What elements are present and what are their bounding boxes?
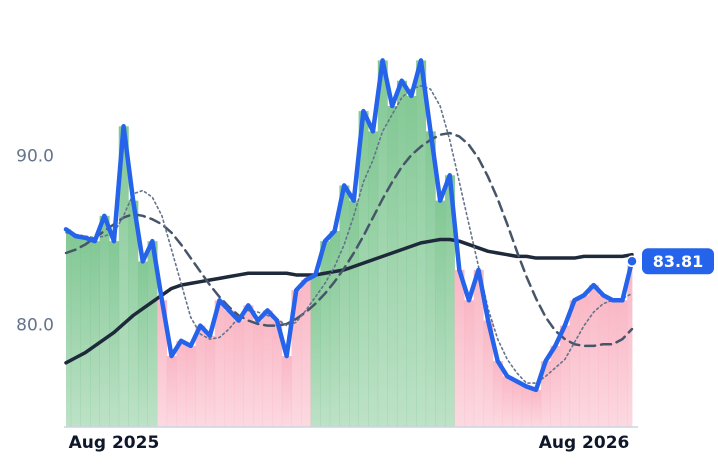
price-bar — [540, 361, 551, 427]
price-bar — [291, 290, 302, 427]
price-bar — [99, 215, 110, 427]
price-bar — [512, 381, 523, 427]
price-bar — [320, 241, 331, 427]
price-bar — [262, 310, 273, 427]
price-bar — [502, 376, 513, 427]
series-line — [64, 131, 634, 348]
price-bar — [253, 320, 264, 427]
price-bar — [272, 320, 283, 427]
price-bar — [185, 345, 196, 427]
price-bar — [243, 305, 254, 427]
x-tick-label: Aug 2025 — [69, 433, 160, 453]
last-value-label: 83.81 — [653, 252, 704, 271]
price-bar — [608, 300, 619, 427]
price-bar — [425, 131, 436, 428]
price-bar — [617, 300, 628, 427]
price-bar — [444, 175, 455, 427]
price-bar — [454, 269, 465, 427]
price-bar — [406, 95, 417, 428]
price-bar — [473, 269, 484, 427]
price-bar — [233, 320, 244, 427]
price-bar — [550, 345, 561, 427]
price-bar — [339, 185, 350, 427]
lines: 83.81 — [63, 58, 714, 393]
price-bar — [396, 80, 407, 428]
price-bar — [281, 356, 292, 427]
price-bar — [627, 261, 633, 427]
y-tick-label: 90.0 — [16, 147, 54, 167]
price-bar — [368, 131, 379, 428]
price-bar — [531, 389, 542, 427]
price-bar — [560, 325, 571, 427]
price-bar — [598, 295, 609, 427]
x-tick-label: Aug 2026 — [539, 433, 630, 453]
price-bar — [301, 280, 312, 427]
series-line — [63, 58, 635, 393]
price-bar — [358, 111, 369, 428]
price-bar — [569, 300, 580, 427]
price-bar — [483, 320, 494, 427]
price-bar — [70, 236, 81, 427]
last-point — [626, 255, 638, 268]
price-bar — [435, 200, 446, 427]
price-bar — [89, 241, 100, 427]
price-bar — [349, 200, 359, 427]
y-tick-label: 80.0 — [16, 316, 54, 336]
price-bar — [80, 237, 91, 427]
price-bar — [147, 241, 158, 427]
price-bar — [205, 335, 216, 427]
axes: 80.0 90.0 Aug 2025 Aug 2026 — [16, 147, 638, 453]
price-bar — [310, 274, 321, 427]
price-bar — [329, 231, 340, 427]
last-value-badge — [642, 248, 714, 275]
price-bar — [377, 60, 388, 428]
price-bar — [176, 340, 187, 427]
price-bar — [579, 295, 590, 427]
price-bar — [588, 285, 599, 427]
price-bar — [492, 361, 503, 427]
price-bar — [521, 386, 532, 427]
price-bar — [66, 229, 72, 427]
price-bar — [157, 300, 168, 427]
price-bar — [224, 310, 235, 427]
price-bar — [214, 300, 225, 427]
price-bar — [137, 261, 148, 427]
price-bar — [118, 126, 129, 428]
price-bar — [166, 356, 177, 427]
price-bar — [464, 300, 475, 427]
price-bar — [195, 325, 206, 427]
price-bar — [387, 106, 398, 428]
